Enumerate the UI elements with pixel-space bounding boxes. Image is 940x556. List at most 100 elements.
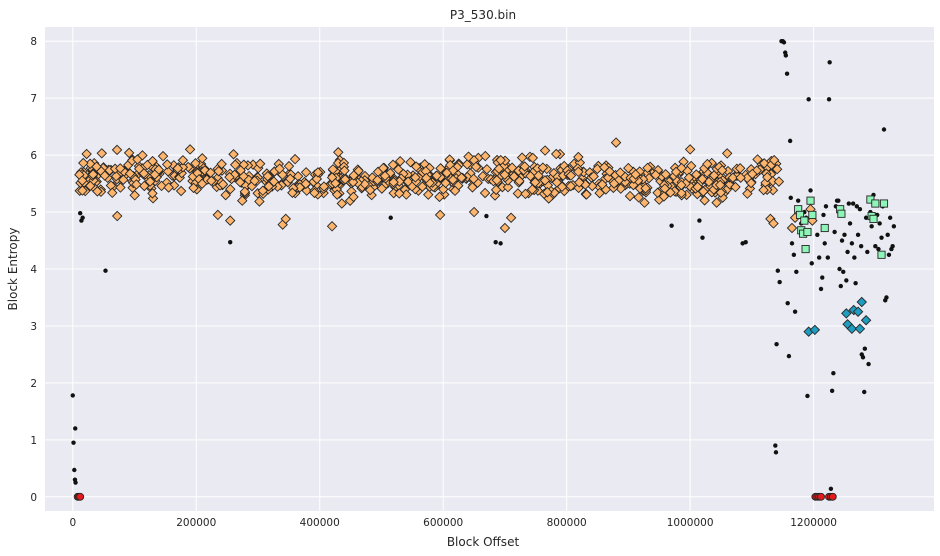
- data-point-dot: [781, 40, 787, 45]
- data-point-diamond: [85, 180, 96, 192]
- data-point-dot: [842, 232, 847, 238]
- data-point-dot: [839, 238, 845, 243]
- data-point-diamond: [326, 221, 338, 232]
- data-point-dot: [849, 241, 855, 246]
- data-point-diamond: [78, 157, 89, 169]
- data-point-diamond: [237, 195, 248, 206]
- data-point-diamond: [573, 166, 584, 178]
- data-point-diamond: [519, 161, 530, 172]
- data-point-diamond: [768, 218, 779, 229]
- data-point-dot: [873, 244, 878, 249]
- y-tick-label: 6: [30, 150, 37, 162]
- data-point-diamond: [556, 181, 568, 193]
- data-point-diamond: [133, 163, 145, 175]
- data-points: [70, 39, 897, 501]
- data-point-dot: [869, 224, 874, 229]
- data-point-diamond: [714, 179, 726, 191]
- data-point-dot: [783, 53, 789, 58]
- data-point-diamond: [670, 166, 682, 178]
- data-point-diamond: [177, 155, 189, 166]
- data-point-diamond: [762, 171, 773, 183]
- data-point-diamond: [410, 161, 422, 172]
- data-point-diamond: [479, 187, 491, 199]
- data-point-diamond: [742, 188, 753, 199]
- data-point-diamond: [263, 181, 275, 192]
- data-point-dot: [855, 232, 861, 238]
- data-point-circle: [817, 492, 825, 501]
- data-point-dot: [103, 268, 108, 273]
- data-point-diamond: [525, 170, 536, 182]
- data-point-dot: [484, 213, 489, 219]
- data-point-dot: [228, 240, 233, 245]
- y-axis-ticks: 0 1 2 3 4 5 6 7 8: [30, 36, 37, 504]
- data-point-diamond: [692, 181, 703, 193]
- data-point-diamond: [735, 172, 746, 183]
- data-point-dot: [836, 198, 841, 203]
- data-point-square: [808, 210, 817, 219]
- data-point-dot: [862, 346, 868, 351]
- data-point-diamond: [77, 175, 88, 186]
- data-point-diamond: [188, 182, 199, 194]
- data-point-dot: [850, 201, 856, 206]
- x-tick-label: 1000000: [667, 517, 714, 529]
- data-point-diamond: [294, 182, 306, 193]
- data-point-diamond: [565, 170, 577, 181]
- data-point-diamond: [161, 159, 173, 170]
- data-point-dot: [827, 60, 832, 65]
- data-point-diamond: [330, 178, 341, 189]
- data-point-diamond: [372, 174, 383, 186]
- data-point-diamond: [92, 186, 103, 197]
- data-point-dot: [877, 221, 882, 226]
- data-point-diamond: [283, 160, 295, 172]
- data-point-dot: [815, 232, 820, 238]
- data-point-dot: [853, 281, 858, 286]
- data-point-dot: [816, 255, 822, 260]
- data-point-dot: [700, 235, 705, 240]
- data-point-dot: [881, 127, 887, 132]
- data-point-dot: [73, 426, 78, 431]
- data-point-dot: [887, 215, 893, 220]
- data-point-diamond: [499, 222, 511, 234]
- data-point-diamond: [752, 154, 763, 165]
- data-point-diamond: [421, 172, 432, 184]
- data-point-dot: [773, 443, 778, 448]
- data-point-diamond: [190, 158, 201, 169]
- data-point-dot: [789, 241, 795, 246]
- data-point-diamond: [300, 167, 312, 178]
- data-point-diamond: [711, 197, 722, 208]
- data-point-diamond: [539, 175, 551, 186]
- data-point-diamond: [529, 177, 541, 188]
- data-point-dot: [862, 389, 867, 395]
- data-point-diamond: [311, 173, 323, 185]
- data-point-diamond: [239, 186, 251, 197]
- data-point-diamond: [347, 176, 359, 188]
- data-point-diamond: [254, 158, 266, 169]
- data-point-diamond: [393, 164, 404, 175]
- data-point-dot: [847, 221, 853, 226]
- data-point-diamond: [118, 174, 129, 186]
- y-tick-label: 1: [30, 435, 37, 447]
- data-point-dot: [743, 240, 748, 245]
- data-point-diamond: [623, 162, 634, 174]
- data-point-diamond: [110, 170, 122, 182]
- data-point-dot: [865, 249, 870, 255]
- data-point-diamond: [318, 181, 330, 192]
- data-point-diamond: [493, 163, 505, 174]
- data-point-diamond: [289, 153, 301, 165]
- data-point-diamond: [149, 169, 161, 180]
- data-point-square: [837, 209, 846, 218]
- data-point-diamond: [225, 183, 236, 195]
- data-point-diamond: [431, 170, 442, 181]
- data-point-dot: [70, 393, 75, 398]
- x-axis-ticks: 0 200000 400000 600000 800000 1000000 1200000: [69, 517, 837, 529]
- data-point-dot: [787, 138, 793, 144]
- data-point-diamond: [217, 179, 229, 190]
- data-point-diamond: [157, 150, 169, 162]
- data-point-diamond: [676, 162, 687, 174]
- data-point-diamond: [642, 162, 653, 174]
- data-point-dot: [825, 255, 831, 260]
- data-point-diamond: [213, 165, 224, 177]
- data-point-dot: [71, 440, 76, 445]
- data-point-dot: [669, 223, 674, 228]
- data-point-dot: [846, 201, 852, 206]
